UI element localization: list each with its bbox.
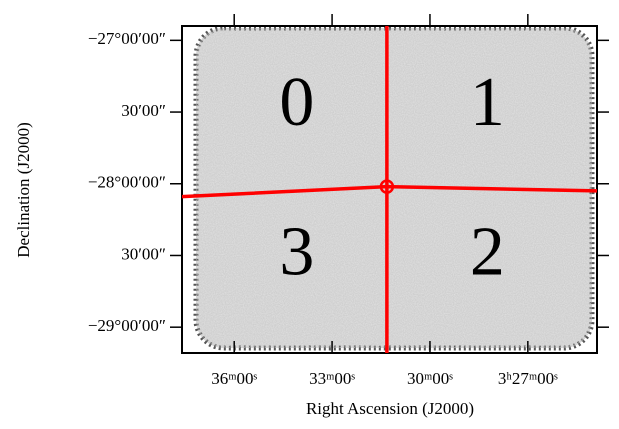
x-axis-label: Right Ascension (J2000) [306,399,474,418]
x-tick-label: 30ᵐ00ˢ [407,369,453,388]
x-tick-label: 3ʰ27ᵐ00ˢ [498,369,558,388]
y-tick-label: 30′00″ [121,244,166,263]
x-tick-label: 33ᵐ00ˢ [309,369,355,388]
y-tick-label: −29°00′00″ [88,316,166,335]
quadrant-label: 0 [279,64,314,141]
y-tick-label: −27°00′00″ [88,29,166,48]
quadrant-label: 2 [470,213,505,290]
plot-area [182,26,597,353]
center-marker [379,179,395,194]
y-tick-label: 30′00″ [121,101,166,120]
quadrant-label: 3 [279,213,314,290]
x-tick-label: 36ᵐ00ˢ [211,369,257,388]
quadrant-label: 1 [470,64,505,141]
y-tick-label: −28°00′00″ [88,173,166,192]
y-axis-label: Declination (J2000) [14,122,33,258]
